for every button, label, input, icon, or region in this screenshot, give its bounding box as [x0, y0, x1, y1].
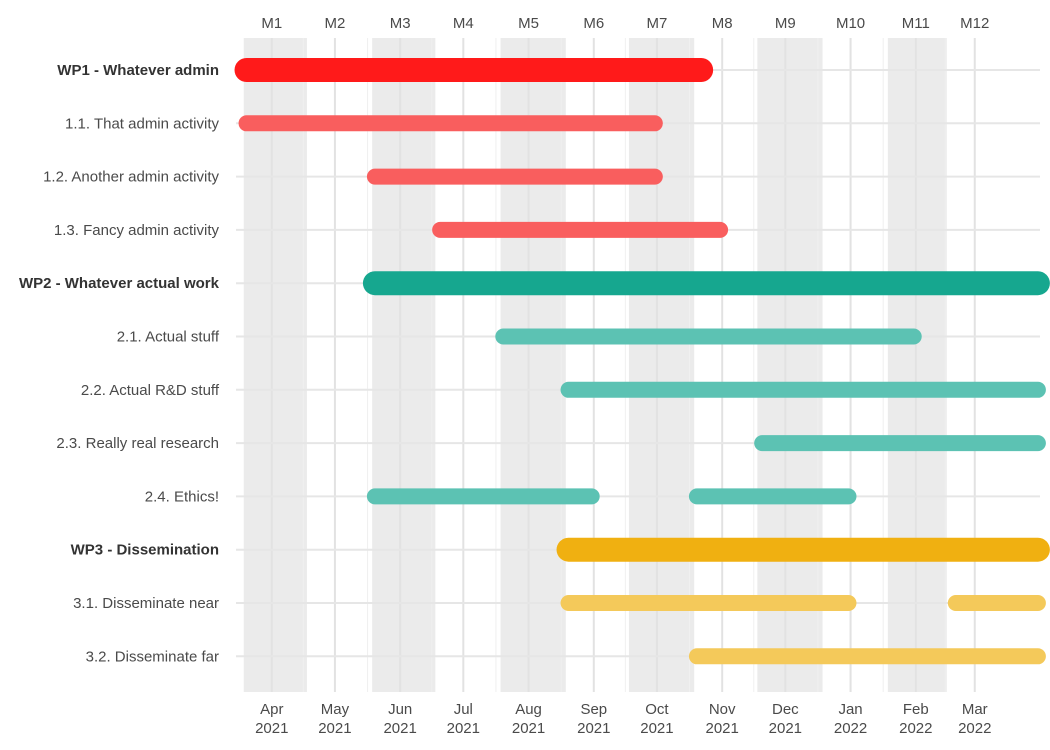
row-label-1: 1.1. That admin activity — [65, 115, 219, 132]
row-label-3: 1.3. Fancy admin activity — [54, 222, 220, 239]
bottom-tick-year-8: 2021 — [769, 720, 802, 737]
bottom-tick-month-0: Apr — [260, 701, 283, 718]
row-label-4: WP2 - Whatever actual work — [19, 275, 220, 292]
top-month-label-m7: M7 — [647, 15, 668, 32]
row-label-2: 1.2. Another admin activity — [43, 169, 219, 186]
top-month-label-m1: M1 — [261, 15, 282, 32]
top-month-label-m11: M11 — [902, 15, 930, 32]
bottom-tick-month-8: Dec — [772, 701, 799, 718]
month-band-M5 — [500, 38, 566, 692]
top-month-label-m5: M5 — [518, 15, 539, 32]
row-label-11: 3.2. Disseminate far — [86, 648, 219, 665]
bottom-tick-month-9: Jan — [838, 701, 862, 718]
bottom-tick-year-2: 2021 — [383, 720, 416, 737]
row-label-8: 2.4. Ethics! — [145, 488, 219, 505]
bottom-tick-month-6: Oct — [645, 701, 669, 718]
bottom-tick-year-6: 2021 — [640, 720, 673, 737]
bottom-tick-month-3: Jul — [454, 701, 473, 718]
bottom-tick-year-7: 2021 — [706, 720, 739, 737]
top-month-label-m9: M9 — [775, 15, 796, 32]
month-band-M11 — [887, 38, 947, 692]
row-label-6: 2.2. Actual R&D stuff — [81, 382, 220, 399]
month-band-M3 — [372, 38, 436, 692]
row-label-5: 2.1. Actual stuff — [117, 329, 220, 346]
month-band-M1 — [243, 38, 307, 692]
bottom-tick-year-1: 2021 — [318, 720, 351, 737]
bottom-tick-month-1: May — [321, 701, 350, 718]
top-month-label-m4: M4 — [453, 15, 474, 32]
bottom-tick-year-4: 2021 — [512, 720, 545, 737]
bottom-tick-month-2: Jun — [388, 701, 412, 718]
bottom-tick-year-9: 2022 — [834, 720, 867, 737]
top-month-label-m3: M3 — [390, 15, 411, 32]
row-label-10: 3.1. Disseminate near — [73, 595, 219, 612]
bottom-tick-year-5: 2021 — [577, 720, 610, 737]
bottom-tick-month-10: Feb — [903, 701, 929, 718]
top-month-label-m8: M8 — [712, 15, 733, 32]
bottom-tick-year-10: 2022 — [899, 720, 932, 737]
month-band-M9 — [757, 38, 823, 692]
bottom-tick-year-0: 2021 — [255, 720, 288, 737]
top-month-label-m10: M10 — [836, 15, 865, 32]
bottom-tick-year-11: 2022 — [958, 720, 991, 737]
top-month-label-m6: M6 — [583, 15, 604, 32]
bottom-tick-month-7: Nov — [709, 701, 736, 718]
top-month-label-m2: M2 — [324, 15, 345, 32]
month-band-M7 — [628, 38, 695, 692]
row-label-9: WP3 - Dissemination — [71, 542, 219, 559]
bottom-tick-month-5: Sep — [580, 701, 607, 718]
bottom-tick-year-3: 2021 — [447, 720, 480, 737]
row-label-7: 2.3. Really real research — [56, 435, 219, 452]
bottom-tick-month-4: Aug — [515, 701, 542, 718]
row-label-0: WP1 - Whatever admin — [57, 62, 219, 79]
bottom-tick-month-11: Mar — [962, 701, 988, 718]
top-month-label-m12: M12 — [960, 15, 989, 32]
